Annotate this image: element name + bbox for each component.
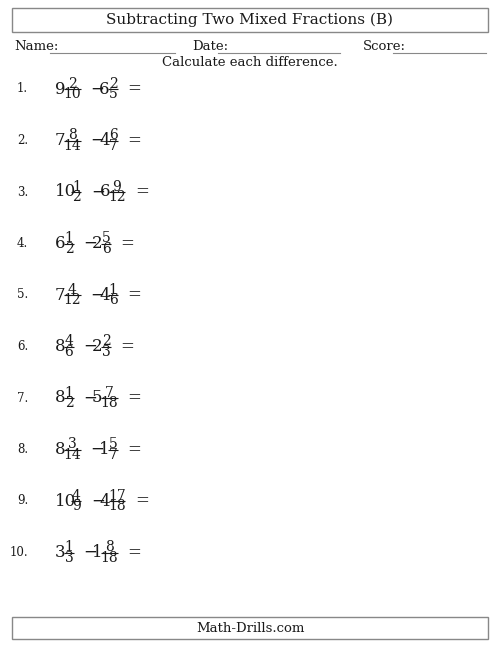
Text: 8: 8 — [68, 129, 77, 142]
Text: Math-Drills.com: Math-Drills.com — [196, 622, 304, 635]
Text: Score:: Score: — [363, 39, 406, 52]
Text: 2: 2 — [64, 396, 74, 410]
Text: −: − — [84, 544, 98, 561]
Text: =: = — [128, 389, 141, 406]
Text: Subtracting Two Mixed Fractions (B): Subtracting Two Mixed Fractions (B) — [106, 13, 394, 27]
Text: −: − — [84, 235, 98, 252]
Text: 4.: 4. — [17, 237, 28, 250]
Text: 5: 5 — [102, 232, 110, 245]
Text: 1: 1 — [92, 544, 102, 561]
Text: 3: 3 — [64, 551, 74, 565]
Text: 3.: 3. — [17, 186, 28, 199]
Text: −: − — [90, 287, 104, 303]
Text: −: − — [90, 132, 104, 149]
FancyBboxPatch shape — [12, 617, 488, 639]
Text: =: = — [128, 544, 141, 561]
Text: 3: 3 — [55, 544, 66, 561]
Text: 18: 18 — [108, 499, 126, 513]
Text: 2: 2 — [92, 338, 102, 355]
Text: 5: 5 — [92, 389, 102, 406]
Text: 6.: 6. — [17, 340, 28, 353]
Text: 2: 2 — [108, 77, 118, 91]
Text: −: − — [84, 389, 98, 406]
Text: 5: 5 — [108, 87, 118, 101]
Text: 2: 2 — [72, 190, 81, 204]
Text: 7: 7 — [55, 132, 66, 149]
Text: 6: 6 — [99, 80, 110, 98]
Text: =: = — [120, 235, 134, 252]
Text: 4: 4 — [72, 489, 81, 503]
Text: 9: 9 — [112, 180, 122, 194]
Text: 1: 1 — [64, 540, 74, 554]
Text: 6: 6 — [102, 241, 110, 256]
Text: 7.: 7. — [17, 391, 28, 404]
Text: 7: 7 — [108, 448, 118, 461]
Text: −: − — [90, 80, 104, 98]
Text: 7: 7 — [108, 138, 118, 153]
Text: 12: 12 — [64, 293, 82, 307]
Text: =: = — [120, 338, 134, 355]
Text: 14: 14 — [64, 138, 82, 153]
Text: 6: 6 — [64, 345, 74, 358]
Text: 1: 1 — [64, 232, 74, 245]
Text: =: = — [128, 287, 141, 303]
Text: 10: 10 — [55, 492, 76, 509]
Text: −: − — [91, 492, 105, 509]
Text: 17: 17 — [108, 489, 126, 503]
Text: 8.: 8. — [17, 443, 28, 456]
Text: 8: 8 — [55, 389, 66, 406]
Text: 6: 6 — [100, 184, 110, 201]
Text: 2: 2 — [102, 334, 110, 349]
Text: 5.: 5. — [17, 289, 28, 302]
Text: =: = — [128, 132, 141, 149]
Text: −: − — [91, 184, 105, 201]
Text: 6: 6 — [108, 293, 118, 307]
Text: −: − — [84, 338, 98, 355]
Text: 5: 5 — [108, 437, 118, 452]
Text: 7: 7 — [55, 287, 66, 303]
Text: 10.: 10. — [10, 546, 28, 559]
Text: =: = — [128, 80, 141, 98]
Text: 2: 2 — [64, 241, 74, 256]
Text: Calculate each difference.: Calculate each difference. — [162, 56, 338, 69]
Text: 4: 4 — [68, 283, 77, 297]
Text: 4: 4 — [100, 492, 110, 509]
Text: 6: 6 — [108, 129, 118, 142]
Text: 18: 18 — [100, 551, 118, 565]
Text: 9: 9 — [72, 499, 81, 513]
Text: 4: 4 — [64, 334, 74, 349]
Text: 1: 1 — [108, 283, 118, 297]
Text: 10: 10 — [55, 184, 76, 201]
Text: 1.: 1. — [17, 83, 28, 96]
Text: Name:: Name: — [14, 39, 59, 52]
Text: 10: 10 — [64, 87, 82, 101]
Text: 8: 8 — [55, 441, 66, 458]
Text: 9: 9 — [55, 80, 66, 98]
FancyBboxPatch shape — [12, 8, 488, 32]
Text: 1: 1 — [99, 441, 110, 458]
Text: 1: 1 — [64, 386, 74, 400]
Text: 12: 12 — [108, 190, 126, 204]
Text: 2: 2 — [92, 235, 102, 252]
Text: 14: 14 — [64, 448, 82, 461]
Text: 4: 4 — [99, 132, 110, 149]
Text: 2: 2 — [68, 77, 77, 91]
Text: 2.: 2. — [17, 134, 28, 147]
Text: 6: 6 — [55, 235, 66, 252]
Text: 8: 8 — [55, 338, 66, 355]
Text: 3: 3 — [102, 345, 110, 358]
Text: 8: 8 — [105, 540, 114, 554]
Text: 1: 1 — [72, 180, 81, 194]
Text: 4: 4 — [99, 287, 110, 303]
Text: 3: 3 — [68, 437, 77, 452]
Text: Date:: Date: — [192, 39, 228, 52]
Text: 18: 18 — [100, 396, 118, 410]
Text: =: = — [128, 441, 141, 458]
Text: −: − — [90, 441, 104, 458]
Text: 7: 7 — [105, 386, 114, 400]
Text: =: = — [135, 184, 149, 201]
Text: 9.: 9. — [17, 494, 28, 507]
Text: =: = — [135, 492, 149, 509]
